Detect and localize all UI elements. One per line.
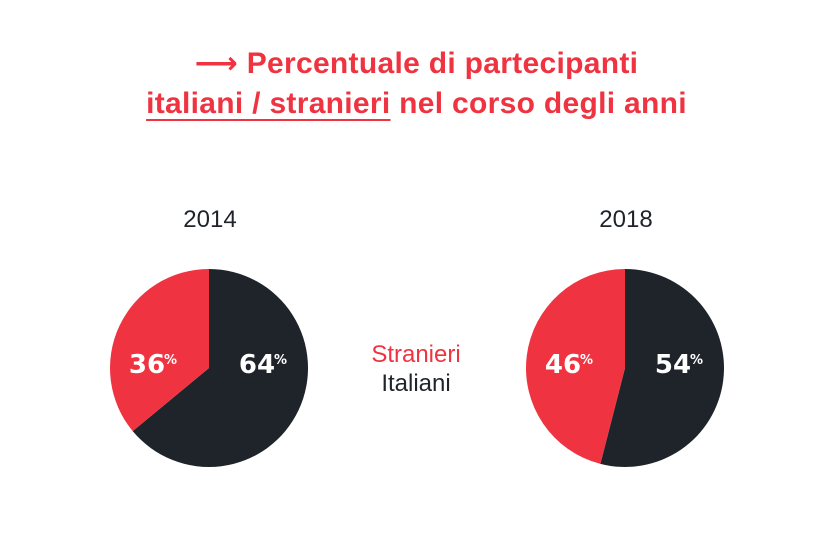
- data-label-unit-italiani-2014: %: [274, 353, 287, 368]
- data-label-italiani-2014: 64: [239, 350, 275, 380]
- title-text-2: nel corso degli anni: [390, 87, 687, 120]
- pie-slice-italiani-2014: [132, 269, 308, 467]
- pie-slice-stranieri-2018: [525, 269, 625, 464]
- title-underlined-text: italiani / stranieri: [146, 87, 391, 120]
- legend: Stranieri Italiani: [316, 340, 516, 398]
- title-line-1: ⟶ Percentuale di partecipanti: [0, 44, 833, 84]
- pie-slice-italiani-2018: [600, 269, 724, 467]
- data-label-unit-stranieri-2014: %: [164, 353, 177, 368]
- legend-item-italiani: Italiani: [381, 370, 451, 397]
- legend-item-stranieri: Stranieri: [371, 341, 461, 368]
- pie-title-2018: 2018: [599, 206, 653, 233]
- data-label-stranieri-2018: 46: [545, 350, 581, 380]
- pie-chart-2014: 36% 64%: [109, 269, 308, 467]
- pie-title-2014: 2014: [183, 206, 237, 233]
- data-label-unit-italiani-2018: %: [690, 353, 703, 368]
- arrow-icon: ⟶: [194, 47, 239, 80]
- title-line-2: italiani / stranieri nel corso degli ann…: [0, 84, 833, 124]
- title-text-1: Percentuale di partecipanti: [246, 47, 639, 80]
- data-label-italiani-2018: 54: [655, 350, 691, 380]
- chart-title: ⟶ Percentuale di partecipanti italiani /…: [0, 44, 833, 124]
- pie-chart-2018: 46% 54%: [525, 269, 724, 467]
- data-label-stranieri-2014: 36: [129, 350, 165, 380]
- data-label-unit-stranieri-2018: %: [580, 353, 593, 368]
- pie-slice-stranieri-2014: [109, 269, 209, 432]
